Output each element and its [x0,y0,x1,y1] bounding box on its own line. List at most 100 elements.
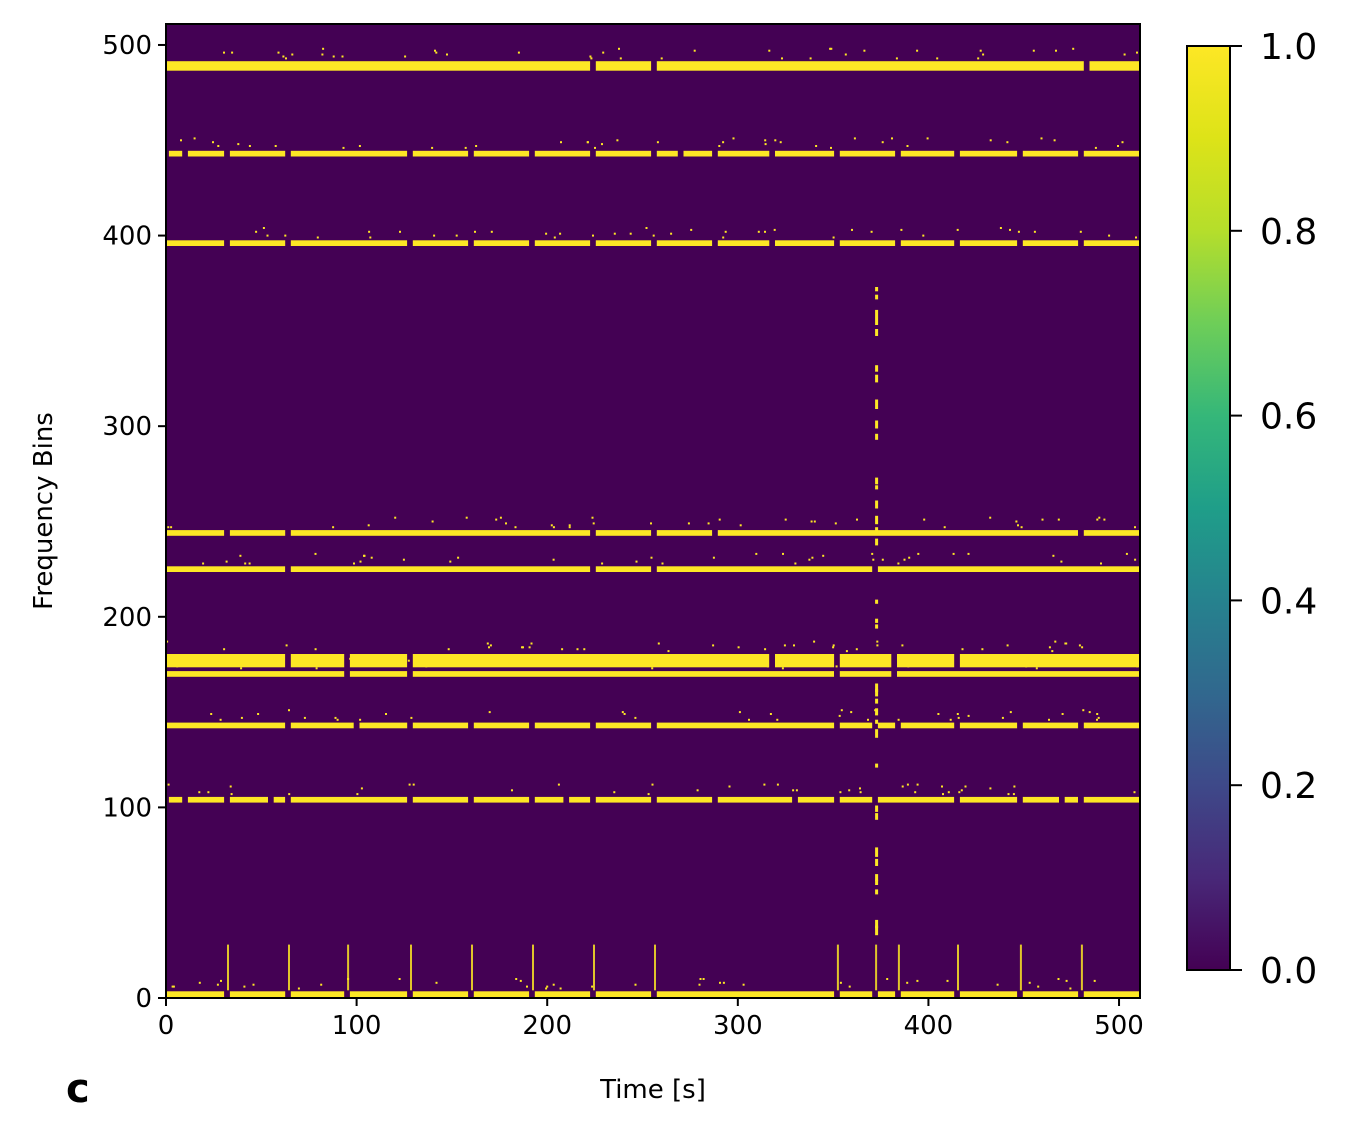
band-2-speckle-10 [601,562,604,565]
band-7-speckle-28 [560,141,562,144]
band-4-speckle-29 [240,716,243,719]
burst-segment [875,763,879,768]
band-5-segment-14 [877,796,955,803]
band-1-speckle-29 [273,657,276,660]
band-7-speckle-15 [601,143,603,146]
band-0-speckle-32 [1048,646,1051,649]
band-5-speckle-34 [960,789,963,792]
band-3-speckle-22 [856,518,858,521]
band-6-speckle-7 [455,234,458,237]
band-8-segment-0 [166,61,591,71]
band-4-speckle-14 [410,716,413,719]
band-4-speckle-5 [956,713,959,715]
band-7-speckle-34 [906,145,909,147]
burst-segment [875,813,879,820]
band-1-speckle-17 [530,657,533,660]
band-8-speckle-1 [435,51,438,54]
band-3-speckle-0 [332,526,335,529]
band-3-segment-2 [290,530,591,536]
band-9-speckle-20 [220,979,222,982]
low-freq-spike-6 [593,944,595,991]
band-6-speckle-38 [922,234,925,237]
burst-segment [875,527,879,535]
band-7-speckle-6 [989,139,992,142]
band-8-speckle-0 [1123,53,1126,56]
band-1-speckle-38 [1029,661,1032,664]
band-4-speckle-28 [1096,718,1098,721]
band-8-speckle-38 [829,47,832,50]
band-4-speckle-36 [219,718,222,721]
band-7-segment-2 [229,150,286,157]
plot-frame [165,23,1141,999]
band-4-speckle-16 [957,716,960,719]
band-0-speckle-4 [901,644,904,647]
band-5-segment-11 [717,796,793,803]
band-0-speckle-12 [1065,642,1068,645]
band-5-speckle-26 [1013,785,1016,788]
burst-segment [875,624,879,629]
band-9-speckle-8 [719,981,721,984]
band-0-speckle-2 [876,644,879,647]
band-4-speckle-26 [867,718,869,721]
band-9-segment-9 [839,991,873,997]
band-3-speckle-35 [495,518,498,521]
band-7-segment-3 [290,150,408,157]
band-9-segment-10 [877,991,896,997]
colorbar-tick-label-1.0: 1.0 [1260,27,1317,68]
band-8-speckle-35 [517,51,520,54]
x-tick-label-500: 500 [1094,1011,1144,1041]
band-7-segment-5 [473,150,530,157]
band-8-speckle-21 [660,57,663,60]
band-8-speckle-9 [1072,47,1075,50]
band-1-speckle-22 [349,657,352,660]
band-1-speckle-30 [293,659,296,662]
band-9-speckle-34 [1028,981,1031,984]
band-6-speckle-5 [652,234,655,237]
band-8-speckle-5 [895,57,898,60]
band-8-speckle-4 [277,51,280,54]
band-5-speckle-10 [511,789,513,792]
band-6-segment-4 [473,240,530,246]
band-3-speckle-2 [707,522,710,525]
band-7-speckle-37 [1053,139,1056,142]
band-5-speckle-7 [696,789,699,792]
band-5-segment-10 [656,796,713,803]
band-5-speckle-18 [1133,791,1136,794]
band-0-segment-0 [166,654,286,668]
band-9-speckle-19 [1057,978,1060,980]
x-tick-label-100: 100 [332,1011,382,1041]
band-9-speckle-24 [526,985,528,988]
x-tick-label-300: 300 [713,1011,763,1041]
band-4-speckle-4 [776,718,779,721]
band-4-speckle-18 [838,714,841,717]
band-9-speckle-17 [1093,979,1096,982]
band-2-speckle-17 [449,560,452,563]
band-6-speckle-9 [1079,230,1082,233]
band-7-speckle-7 [718,145,721,147]
heatmap-background [166,24,1140,998]
band-8-speckle-26 [977,57,980,60]
band-3-speckle-24 [367,524,370,527]
band-7-speckle-10 [1006,141,1009,144]
burst-segment [875,683,879,693]
band-9-segment-3 [349,991,408,997]
burst-segment [875,708,879,716]
band-2-speckle-8 [917,552,920,555]
burst-segment [875,847,879,857]
burst-segment [875,919,879,929]
band-7-speckle-11 [1117,145,1119,147]
band-1-speckle-4 [1136,665,1139,668]
band-9-speckle-12 [839,981,842,984]
band-8-speckle-25 [590,57,593,60]
band-9-segment-5 [473,991,530,997]
band-0-segment-7 [959,654,1140,668]
band-2-speckle-4 [782,552,784,555]
band-5-segment-2 [229,796,268,803]
band-8-speckle-20 [291,53,294,56]
band-4-segment-1 [290,722,354,729]
band-8-speckle-11 [322,47,325,50]
band-5-speckle-24 [613,791,616,794]
band-7-speckle-1 [464,146,467,149]
band-6-speckle-15 [1017,230,1020,233]
band-8-speckle-15 [602,51,605,54]
